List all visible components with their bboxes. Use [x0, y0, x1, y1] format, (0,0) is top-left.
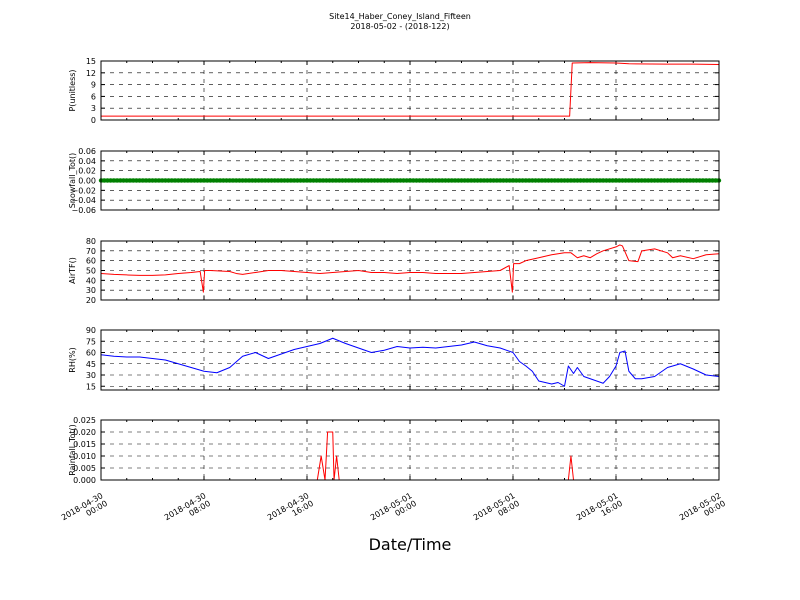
y-tick-label: 0.06 — [78, 147, 96, 156]
y-tick-label: 12 — [86, 69, 96, 78]
x-tick-label: 2018-05-0116:00 — [575, 491, 624, 530]
y-tick-label: 20 — [86, 296, 96, 305]
panel-5: 0.0000.0050.0100.0150.0200.025Rainfall_T… — [68, 416, 719, 485]
y-tick-label: 60 — [86, 257, 96, 266]
y-tick-label: 9 — [91, 81, 96, 90]
y-axis-label: AirTF() — [68, 257, 77, 284]
chart-title: Site14_Haber_Coney_Island_Fifteen — [329, 12, 471, 21]
y-tick-label: 0 — [91, 116, 96, 125]
y-tick-label: 30 — [86, 286, 96, 295]
y-tick-label: 70 — [86, 247, 96, 256]
x-axis-label: Date/Time — [369, 535, 452, 554]
panels-group: 0 3 6 9 12 15 P(unitless) −0.06−0.04−0.020.000.… — [68, 57, 721, 485]
y-axis-label: Rainfall_Tot() — [68, 424, 77, 476]
panel-2: −0.06−0.04−0.020.000.020.040.06Snowfall_… — [68, 147, 721, 215]
y-tick-label: 0.000 — [73, 476, 96, 485]
y-tick-label: 0.04 — [78, 157, 96, 166]
x-tick-labels: 2018-04-3000:00 2018-04-3008:00 2018-04-30… — [60, 491, 727, 530]
y-tick-label: 90 — [86, 326, 96, 335]
y-tick-label: 45 — [86, 360, 96, 369]
x-tick-label: 2018-05-0100:00 — [369, 491, 418, 530]
y-tick-label: 6 — [91, 92, 96, 101]
series-line-4 — [101, 338, 719, 386]
y-tick-label: 3 — [91, 104, 96, 113]
panel-3: 20304050607080 AirTF() — [68, 237, 719, 305]
y-axis-label: RH(%) — [68, 347, 77, 372]
x-tick-label: 2018-04-3000:00 — [60, 491, 109, 530]
y-tick-label: 80 — [86, 237, 96, 246]
y-tick-label: 0.02 — [78, 167, 96, 176]
x-tick-label: 2018-05-0200:00 — [678, 491, 727, 530]
y-tick-label: 60 — [86, 349, 96, 358]
panel-4: 15 30 45 60 75 90 RH(%) — [68, 326, 719, 391]
chart-subtitle: 2018-05-02 - (2018-122) — [350, 22, 449, 31]
y-tick-label: 0.00 — [78, 177, 96, 186]
y-axis-label: P(unitless) — [68, 69, 77, 111]
y-axis-label: Snowfall_Tot() — [68, 153, 77, 209]
y-tick-label: 30 — [86, 371, 96, 380]
x-tick-label: 2018-05-0108:00 — [472, 491, 521, 530]
y-tick-label: 15 — [86, 57, 96, 66]
y-tick-label: 50 — [86, 267, 96, 276]
y-tick-label: 75 — [86, 337, 96, 346]
y-tick-label: 40 — [86, 276, 96, 285]
x-tick-label: 2018-04-3008:00 — [163, 491, 212, 530]
x-tick-label: 2018-04-3016:00 — [266, 491, 315, 530]
y-tick-label: 0.025 — [73, 416, 96, 425]
y-tick-label: 15 — [86, 382, 96, 391]
panel-1: 0 3 6 9 12 15 P(unitless) — [68, 57, 719, 125]
